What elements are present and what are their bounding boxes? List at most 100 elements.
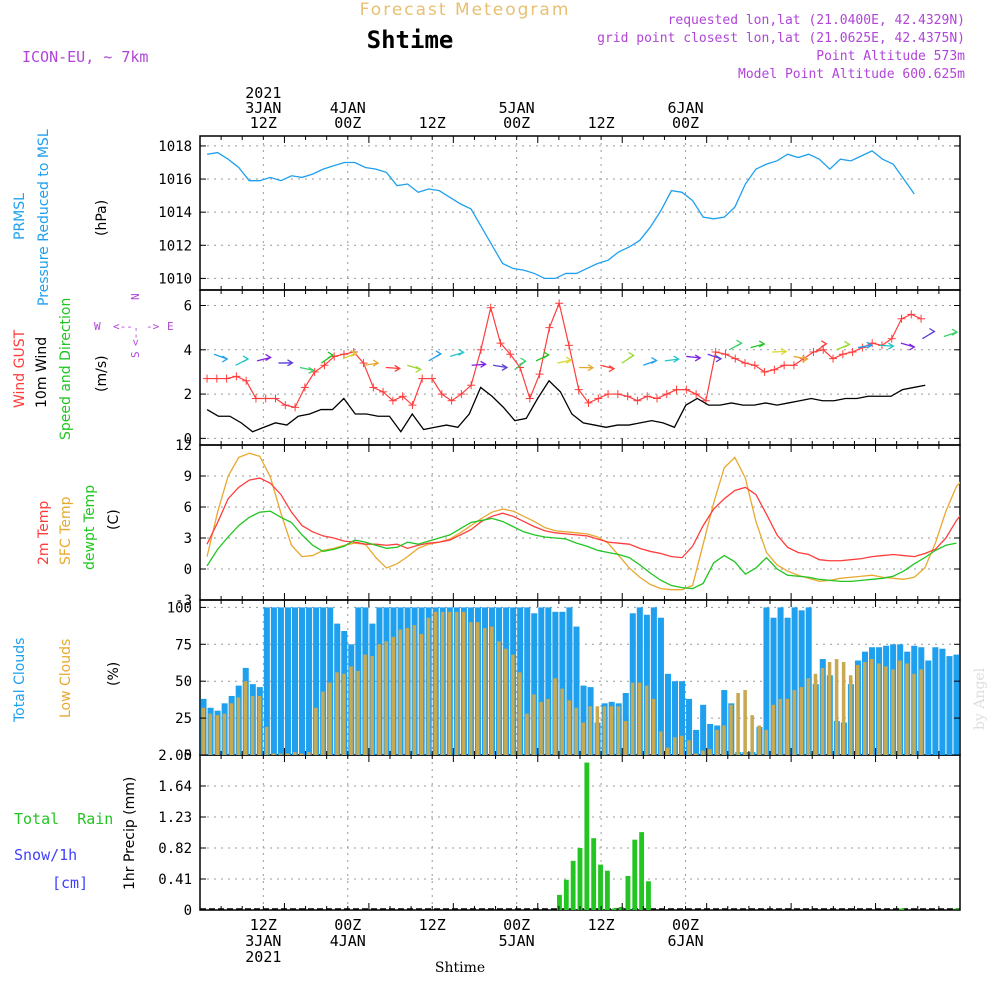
low-cloud-bar (651, 698, 656, 755)
low-cloud-bar (433, 611, 438, 755)
wind-direction-arrow (793, 355, 808, 360)
rain-bar (570, 860, 576, 910)
low-cloud-bar (482, 628, 487, 755)
requested-coords: requested lon,lat (21.0400E, 42.4329N) (668, 13, 965, 28)
cloud-ytick: 75 (175, 637, 192, 653)
wind-direction-arrow (857, 344, 872, 349)
low-cloud-bar (665, 747, 670, 755)
precip-cm-label: [cm] (52, 874, 88, 892)
total-cloud-bar (636, 607, 643, 755)
wind-direction-arrowhead (758, 340, 766, 348)
total-cloud-bar (946, 656, 953, 755)
t2m-line (206, 477, 960, 562)
total-cloud-bar (538, 607, 545, 755)
wind-direction-arrowhead (736, 339, 743, 347)
top-time-label: 4JAN (330, 99, 366, 117)
total-cloud-bar (770, 617, 777, 755)
low-cloud-bar (405, 628, 410, 755)
credit-watermark: by Angel (972, 667, 988, 730)
low-cloud-bar (307, 752, 311, 755)
temp-ytick: 3 (184, 531, 192, 547)
wind-direction-arrowhead (221, 355, 229, 363)
temp-unit: (C) (106, 509, 122, 530)
low-cloud-bar (447, 611, 452, 755)
low-cloud-bar (525, 713, 529, 755)
low-cloud-bar (616, 706, 621, 755)
wind-direction-arrowhead (543, 351, 550, 359)
low-cloud-bar (820, 667, 825, 755)
total-cloud-bar (580, 685, 587, 755)
compass-e: E (167, 320, 174, 333)
total-cloud-bar (664, 673, 671, 755)
low-cloud-bar (342, 673, 346, 755)
wind-direction-arrowhead (287, 359, 294, 367)
wind-direction-arrowhead (608, 365, 616, 373)
low-cloud-bar (687, 740, 691, 755)
low-cloud-bar (419, 633, 424, 755)
wind-direction-arrowhead (501, 363, 509, 372)
low-cloud-bar (905, 663, 909, 755)
rain-bar (618, 906, 624, 910)
cloud-unit: (%) (106, 662, 122, 686)
total-cloud-bar (545, 607, 552, 755)
low-cloud-bar (912, 673, 916, 755)
low-cloud-bar (314, 707, 318, 755)
wind-direction-arrowhead (821, 340, 828, 348)
wind-direction-arrowhead (694, 354, 702, 362)
low-cloud-bar (532, 694, 536, 755)
low-cloud-bar (694, 753, 698, 755)
pressure-ytick: 1016 (158, 172, 192, 188)
low-cloud-bar (602, 706, 607, 755)
wind-ytick: 6 (184, 299, 192, 315)
rain-bar (604, 870, 610, 910)
low-cloud-bar (328, 682, 332, 755)
total-cloud-bar (320, 607, 327, 755)
wind-direction-arrowhead (780, 347, 788, 356)
low-cloud-bar (391, 636, 396, 755)
low-cloud-bar (658, 731, 663, 755)
low-cloud-bar (637, 682, 642, 755)
total-cloud-bar (777, 607, 784, 755)
precip-snow-label: Snow/1h (14, 846, 77, 864)
low-cloud-bar (813, 673, 818, 755)
precip-axis-label: 1hr Precip (mm) (122, 777, 138, 890)
top-time-label: 12Z (250, 114, 277, 132)
total-cloud-bar (657, 617, 664, 755)
wind-direction-arrow (600, 364, 615, 370)
pressure-ytick: 1014 (158, 205, 192, 221)
data-series (200, 150, 960, 910)
wind-ytick: 4 (184, 343, 192, 359)
low-cloud-bar (454, 611, 459, 755)
low-cloud-bar (792, 690, 797, 755)
low-cloud-bar (285, 753, 290, 755)
wind-direction-arrow (385, 366, 400, 370)
low-cloud-bar (461, 611, 466, 755)
product-title: Forecast Meteogram (360, 0, 571, 20)
rain-bar (625, 875, 631, 910)
bottom-time-label: 5JAN (499, 932, 535, 950)
temp-frame (199, 444, 961, 601)
wind-direction-arrowhead (327, 351, 335, 359)
temp-ytick: 12 (175, 438, 192, 454)
grid-lines (200, 136, 960, 910)
panel-frames (199, 135, 961, 911)
pressure-desc-label: Pressure Reduced to MSL (36, 129, 52, 306)
top-time-label: 5JAN (499, 99, 535, 117)
wind-direction-arrowhead (929, 327, 936, 336)
low-cloud-bar (672, 737, 677, 755)
total-cloud-bar (313, 607, 320, 755)
low-cloud-bar (229, 703, 234, 755)
bottom-time-label: 12Z (419, 916, 446, 934)
pressure-unit: (hPa) (94, 200, 110, 236)
low-cloud-bar (335, 672, 339, 755)
wind-direction-arrowhead (265, 353, 272, 362)
low-cloud-bar (898, 660, 902, 755)
low-cloud-bar (680, 735, 684, 755)
wind-direction-arrowhead (394, 364, 402, 373)
low-cloud-bar (764, 729, 768, 755)
low-cloud-bar (546, 698, 550, 755)
wind-direction-arrowhead (372, 359, 380, 367)
compass-e-arrow: -> (146, 320, 160, 333)
total-cloud-bar (306, 607, 313, 755)
rain-bar (639, 832, 645, 910)
